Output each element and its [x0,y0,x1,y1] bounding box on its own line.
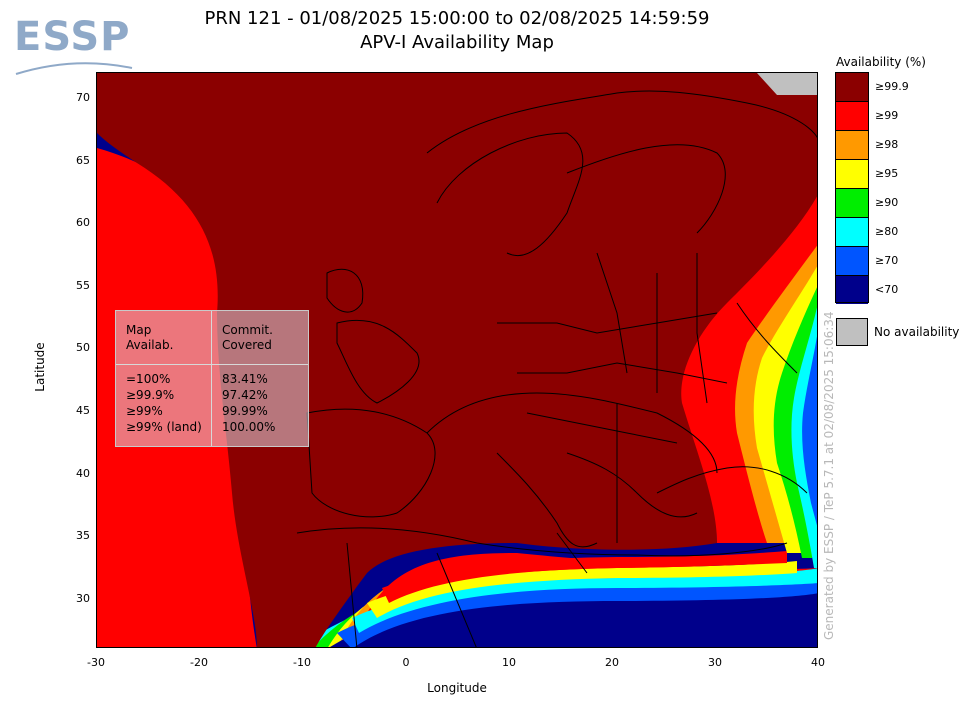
stats-row3-c1: 100.00% [222,420,276,434]
legend-item-label: ≥99.9 [875,80,909,93]
stats-header-covered: Commit. Covered [222,323,273,353]
stats-row0-c0: =100% [126,372,171,386]
stats-col-covered: 83.41% 97.42% 99.99% 100.00% [222,371,275,435]
legend-swatch [836,130,868,159]
y-tick-label: 55 [76,279,90,292]
stats-header-covered-l1: Commit. [222,323,273,337]
y-tick-label: 50 [76,341,90,354]
x-axis-label: Longitude [427,681,487,695]
stats-row1-c1: 97.42% [222,388,268,402]
legend-no-availability-swatch [836,318,868,346]
x-tick-label: 30 [708,656,722,669]
stats-col-availab: =100% ≥99.9% ≥99% ≥99% (land) [126,371,202,435]
generator-note: Generated by ESSP / TeP 5.7.1 at 02/08/2… [822,311,836,640]
stats-table: Map Availab. Commit. Covered =100% ≥99.9… [115,310,309,447]
legend-no-availability-label: No availability [874,325,960,339]
stats-header-availab: Map Availab. [126,323,173,353]
availability-map [96,72,818,648]
legend-item-label: ≥70 [875,254,899,267]
x-tick-label: 0 [402,656,410,669]
legend-item-label: <70 [875,283,899,296]
no-availability-area [757,73,817,95]
south-band70 [337,578,817,647]
stats-row2-c0: ≥99% [126,404,163,418]
south-band80 [352,568,817,633]
legend-swatch [836,275,868,304]
essp-logo: ESSP [14,14,133,75]
x-tick-label: -10 [293,656,311,669]
stats-divider-h [116,364,308,365]
map-subtitle: APV-I Availability Map [360,32,554,53]
legend-swatch [836,188,868,217]
map-canvas [97,73,817,647]
y-tick-label: 60 [76,216,90,229]
stats-row3-c0: ≥99% (land) [126,420,202,434]
legend-frame [835,72,869,303]
legend-swatch [836,101,868,130]
y-tick-label: 30 [76,592,90,605]
coastlines [296,90,817,574]
east-band70 [802,336,817,526]
stats-row1-c0: ≥99.9% [126,388,175,402]
south-lowband [330,588,817,647]
legend-swatch [836,217,868,246]
legend-item-label: ≥80 [875,225,899,238]
legend-item-label: ≥98 [875,138,899,151]
logo-swoosh [15,62,133,75]
legend-swatch [836,159,868,188]
legend-swatch [836,246,868,275]
map-zone-ge999 [97,73,817,647]
y-tick-label: 70 [76,91,90,104]
x-tick-label: 10 [502,656,516,669]
legend-item-label: ≥95 [875,167,899,180]
borders [346,252,728,647]
legend-item-label: ≥90 [875,196,899,209]
stats-header-covered-l2: Covered [222,338,272,352]
legend-swatch [836,72,868,101]
stats-header-availab-l2: Availab. [126,338,174,352]
stats-row2-c1: 99.99% [222,404,268,418]
stats-divider-v [211,311,212,446]
y-axis-label: Latitude [33,342,47,392]
legend-item-label: ≥99 [875,109,899,122]
stats-header-availab-l1: Map [126,323,152,337]
x-tick-label: -20 [190,656,208,669]
south-band95 [367,561,797,618]
x-tick-label: 40 [811,656,825,669]
x-tick-label: -30 [87,656,105,669]
logo-text: ESSP [14,14,131,60]
south-band99 [382,551,787,603]
y-tick-label: 35 [76,529,90,542]
y-tick-label: 65 [76,154,90,167]
legend-title: Availability (%) [836,55,926,69]
y-tick-label: 40 [76,467,90,480]
x-tick-label: 20 [605,656,619,669]
stats-row0-c1: 83.41% [222,372,268,386]
y-tick-label: 45 [76,404,90,417]
map-title: PRN 121 - 01/08/2025 15:00:00 to 02/08/2… [204,8,710,29]
